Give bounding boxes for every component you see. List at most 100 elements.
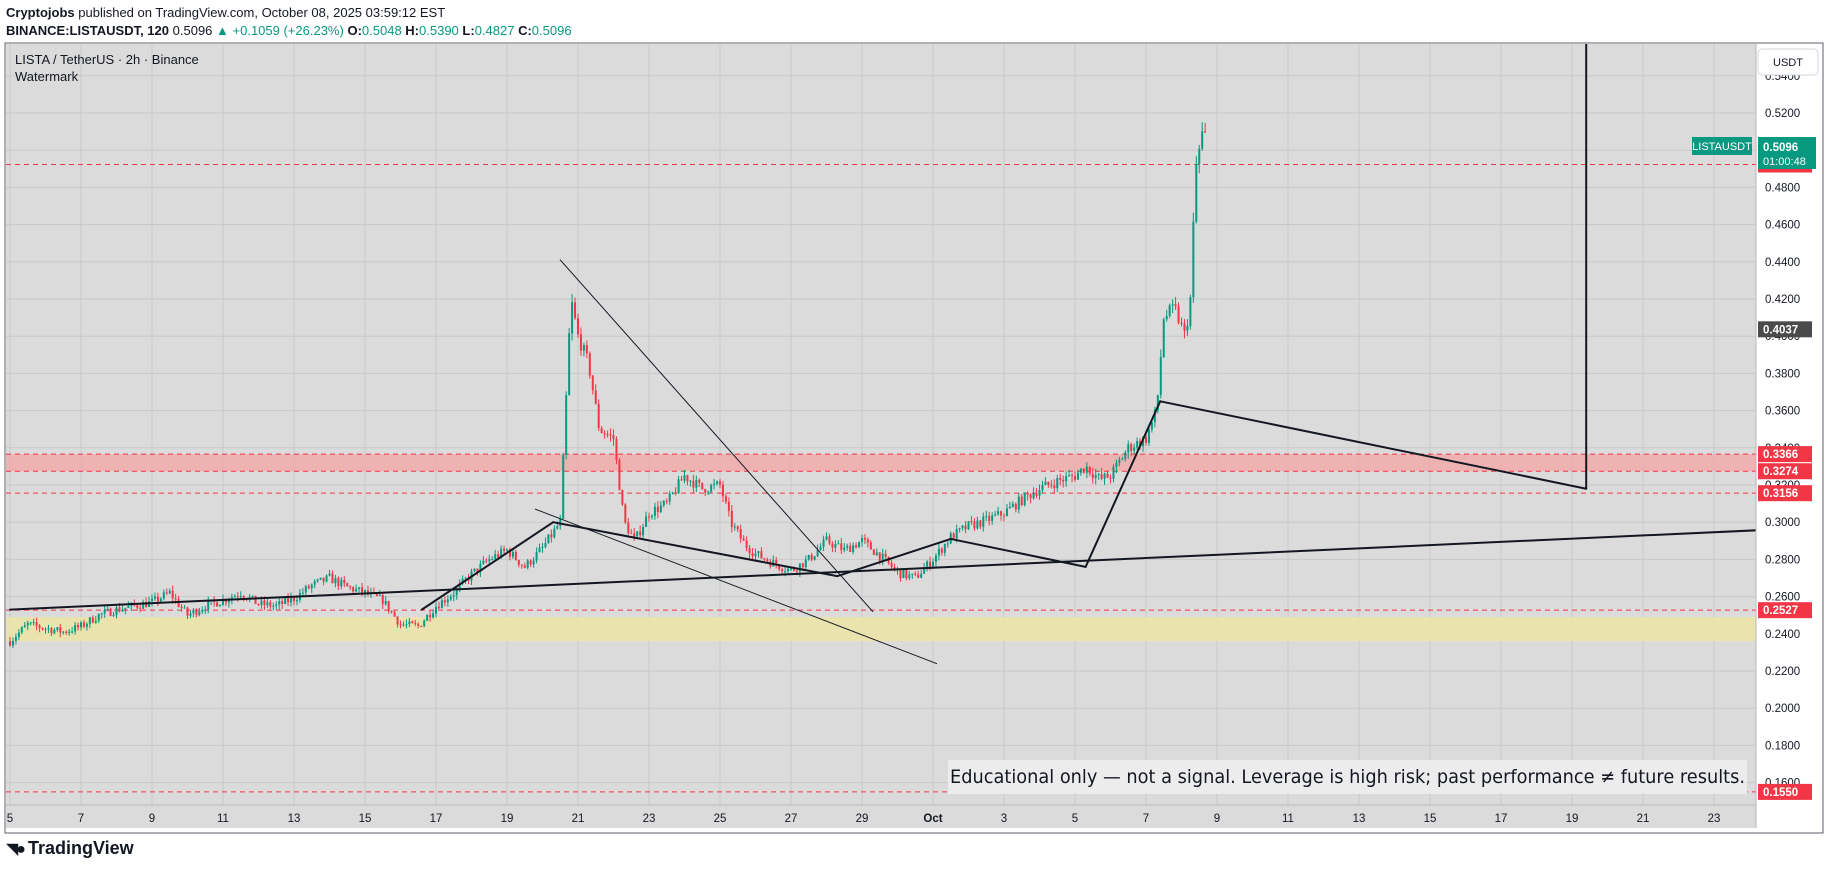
candle-body — [1082, 468, 1085, 473]
time-tick-label: 13 — [288, 813, 301, 825]
trendline[interactable] — [836, 537, 952, 578]
time-tick-label: 5 — [1072, 813, 1078, 825]
candle-body — [1059, 478, 1062, 480]
tradingview-logo[interactable]: ◥● TradingView — [6, 838, 134, 859]
candle-body — [222, 599, 224, 605]
candle-body — [766, 559, 769, 562]
candle-body — [106, 608, 109, 610]
candle-body — [565, 395, 568, 455]
currency-button[interactable]: USDT — [1757, 48, 1819, 76]
candle-body — [198, 611, 201, 615]
time-tick-label: 19 — [1566, 813, 1579, 825]
trendline[interactable] — [420, 521, 555, 611]
candle-body — [236, 596, 239, 598]
candle-body — [440, 600, 443, 609]
candle-body — [884, 553, 887, 557]
candle-body — [988, 515, 991, 521]
candle-body — [316, 579, 319, 582]
candle-body — [606, 434, 609, 436]
trendline[interactable] — [1159, 400, 1588, 490]
trendline[interactable] — [949, 537, 1087, 568]
candle-body — [153, 596, 156, 599]
candle-body — [254, 595, 257, 604]
candle-body — [849, 545, 852, 552]
candle-body — [41, 628, 44, 630]
candle-body — [1088, 466, 1091, 474]
disclaimer-text: Educational only — not a signal. Leverag… — [950, 766, 1745, 788]
trendline[interactable] — [1084, 400, 1162, 568]
candle-body — [745, 540, 748, 549]
trendline[interactable] — [552, 521, 839, 578]
candle-body — [310, 584, 313, 589]
candle-body — [1115, 462, 1118, 467]
candle-body — [754, 553, 757, 557]
publisher-name[interactable]: Cryptojobs — [6, 5, 75, 20]
candle-body — [68, 631, 71, 633]
candle-body — [997, 511, 1000, 515]
trendline[interactable] — [559, 259, 874, 612]
candle-body — [343, 579, 346, 584]
candle-body — [488, 559, 491, 562]
candle-body — [671, 492, 674, 494]
candle-body — [781, 569, 784, 572]
candle-body — [186, 607, 189, 616]
candle-body — [648, 516, 650, 518]
candle-body — [1047, 481, 1050, 485]
candle-body — [1020, 496, 1023, 506]
candle-body — [940, 548, 943, 553]
candle-body — [893, 567, 896, 569]
candle-body — [59, 627, 62, 633]
candle-body — [207, 601, 210, 610]
candle-body — [17, 632, 20, 638]
trendlines[interactable] — [9, 39, 1771, 665]
candle-body — [290, 597, 293, 603]
close-label: C: — [518, 23, 532, 38]
candle-body — [201, 609, 204, 612]
plot-background[interactable] — [6, 44, 1756, 828]
candle-body — [366, 590, 369, 595]
high-label: H: — [405, 23, 420, 38]
candle-body — [582, 345, 585, 351]
candle-body — [1183, 323, 1186, 331]
candle-body — [612, 435, 615, 439]
time-tick-label: 17 — [1495, 813, 1508, 825]
candle-body — [1017, 496, 1020, 510]
price-tick-label: 0.2400 — [1765, 629, 1800, 641]
time-tick-label: 11 — [217, 813, 229, 825]
candle-body — [757, 551, 760, 554]
candle-body — [1038, 490, 1041, 496]
candle-body — [195, 609, 198, 615]
candle-body — [689, 480, 692, 482]
legend-title[interactable]: LISTA / TetherUS · 2h · Binance — [15, 52, 199, 67]
candle-body — [417, 624, 420, 626]
candle-body — [1053, 485, 1056, 489]
candle-body — [834, 543, 837, 548]
candle-body — [713, 483, 716, 486]
price-tick-label: 0.2000 — [1765, 703, 1800, 715]
time-tick-label: 15 — [359, 813, 372, 825]
price-tick-label: 0.4400 — [1765, 257, 1800, 269]
candle-body — [529, 560, 532, 565]
candle-body — [375, 592, 378, 596]
candle-body — [1147, 429, 1150, 443]
candle-body — [642, 526, 645, 536]
candle-body — [597, 403, 600, 429]
time-axis[interactable]: 5 7 9 11 13 15 17 19 21 23 25 27 29 Oct 3 5 7 9 11 13 15 17 19… — [7, 813, 1721, 825]
candle-body — [233, 596, 236, 598]
candle-body — [56, 627, 59, 631]
candle-body — [994, 514, 997, 516]
candle-body — [1177, 306, 1180, 323]
candle-body — [402, 624, 405, 626]
candle-body — [479, 563, 482, 573]
trendline[interactable] — [9, 529, 1771, 611]
trendline[interactable] — [534, 508, 938, 665]
candle-body — [923, 568, 926, 574]
candle-body — [491, 559, 494, 561]
candle-body — [384, 600, 387, 605]
candle-body — [506, 549, 508, 551]
candle-body — [1165, 315, 1168, 320]
candle-body — [511, 551, 514, 557]
candle-body — [361, 587, 364, 593]
candle-body — [633, 533, 636, 537]
